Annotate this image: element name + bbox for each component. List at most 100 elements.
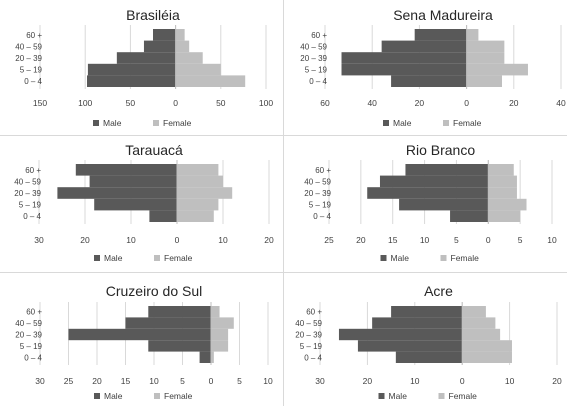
x-tick-label: 0 [175, 235, 180, 245]
legend-label-female: Female [451, 253, 480, 263]
x-tick-label: 40 [556, 98, 566, 108]
legend-swatch-female [153, 120, 159, 126]
chart-title: Rio Branco [406, 142, 475, 158]
category-label: 40 – 59 [15, 42, 42, 51]
x-tick-label: 20 [363, 376, 373, 386]
bar-female [177, 210, 214, 222]
bar-female [466, 75, 502, 87]
x-tick-label: 5 [237, 376, 242, 386]
category-label: 40 – 59 [14, 177, 41, 186]
x-tick-label: 5 [518, 235, 523, 245]
bar-female [177, 164, 219, 176]
category-label: 20 – 39 [15, 331, 42, 340]
bar-male [379, 175, 489, 188]
x-tick-label: 0 [460, 376, 465, 386]
x-tick-label: 5 [180, 376, 185, 386]
bar-female [488, 164, 514, 176]
bar-female [211, 340, 229, 352]
bar-female [462, 351, 512, 363]
legend-swatch-male [94, 255, 100, 261]
legend-label-male: Male [104, 391, 123, 401]
legend-label-female: Female [453, 118, 482, 128]
x-tick-label: 25 [64, 376, 74, 386]
bar-male [199, 351, 211, 363]
bar-female [211, 351, 214, 363]
legend-label-male: Male [393, 118, 412, 128]
category-label: 5 – 19 [20, 342, 43, 351]
category-label: 0 – 4 [24, 353, 42, 362]
bar-male [391, 306, 463, 318]
category-label: 40 – 59 [295, 319, 322, 328]
bar-male [450, 210, 489, 222]
x-tick-label: 50 [216, 98, 226, 108]
x-tick-label: 20 [264, 235, 274, 245]
bar-male [341, 52, 467, 64]
x-tick-label: 25 [324, 235, 334, 245]
x-tick-label: 0 [173, 98, 178, 108]
legend-swatch-female [438, 393, 445, 399]
x-tick-label: 30 [35, 376, 45, 386]
bar-female [462, 328, 501, 341]
category-label: 5 – 19 [19, 201, 42, 210]
legend-label-female: Female [449, 391, 478, 401]
x-tick-label: 15 [121, 376, 131, 386]
bar-male [87, 63, 176, 76]
category-label: 0 – 4 [309, 77, 327, 86]
x-tick-label: 0 [486, 235, 491, 245]
category-label: 0 – 4 [304, 353, 322, 362]
bar-female [466, 29, 479, 41]
bar-male [381, 40, 467, 53]
bar-male [341, 63, 467, 76]
bar-female [488, 187, 517, 199]
bar-male [338, 328, 463, 341]
bar-male [372, 317, 463, 329]
x-tick-label: 10 [263, 376, 273, 386]
x-tick-label: 10 [547, 235, 557, 245]
x-tick-label: 10 [218, 235, 228, 245]
legend-label-male: Male [104, 253, 123, 263]
chart-panel-cruzeiro-do-sul: Cruzeiro do Sul 30 25 20 15 10 5 0 5 10 0 – 4 5 – 1… [0, 273, 283, 406]
chart-rio-branco: Rio Branco 25 20 15 10 5 0 5 10 0 – 4 5 – 19 20 – 3… [304, 142, 557, 263]
x-tick-label: 20 [509, 98, 519, 108]
x-tick-label: 20 [92, 376, 102, 386]
legend-swatch-female [154, 255, 160, 261]
x-tick-label: 40 [367, 98, 377, 108]
category-label: 0 – 4 [313, 212, 331, 221]
category-label: 20 – 39 [304, 189, 331, 198]
chart-panel-sena-madureira: Sena Madureira 60 40 20 0 20 40 0 – 4 5 – 19 20 –… [284, 0, 567, 135]
bar-male [148, 340, 211, 352]
x-tick-label: 50 [126, 98, 136, 108]
bar-male [391, 75, 467, 87]
chart-title: Tarauacá [125, 142, 183, 158]
chart-cruzeiro-do-sul: Cruzeiro do Sul 30 25 20 15 10 5 0 5 10 0 – 4 5 – 1… [15, 283, 273, 401]
category-label: 5 – 19 [309, 201, 332, 210]
category-label: 60 + [306, 308, 322, 317]
bar-male [87, 75, 176, 87]
category-label: 20 – 39 [300, 54, 327, 63]
chart-panel-rio-branco: Rio Branco 25 20 15 10 5 0 5 10 0 – 4 5 – 19 20 – 3… [284, 136, 567, 272]
bar-female [466, 52, 505, 64]
bar-male [367, 187, 489, 199]
legend-swatch-female [440, 255, 447, 261]
chart-sena-madureira: Sena Madureira 60 40 20 0 20 40 0 – 4 5 – 19 20 –… [300, 7, 566, 128]
bar-male [395, 351, 463, 363]
bar-female [211, 317, 234, 329]
x-tick-label: 20 [552, 376, 562, 386]
x-tick-label: 5 [454, 235, 459, 245]
chart-title: Sena Madureira [393, 7, 493, 23]
chart-panel-acre: Acre 30 20 10 0 10 20 0 – 4 5 – 19 20 – 39 40 – 59… [284, 273, 567, 406]
x-tick-label: 10 [420, 235, 430, 245]
bar-male [399, 198, 489, 211]
category-label: 5 – 19 [300, 342, 323, 351]
legend-swatch-female [154, 393, 160, 399]
category-label: 40 – 59 [304, 177, 331, 186]
bar-female [177, 175, 223, 188]
category-label: 60 + [311, 31, 327, 40]
bar-female [175, 52, 203, 64]
category-label: 60 + [26, 31, 42, 40]
legend-label-female: Female [164, 391, 193, 401]
bar-female [175, 40, 190, 53]
bar-female [462, 306, 486, 318]
bar-male [405, 164, 489, 176]
